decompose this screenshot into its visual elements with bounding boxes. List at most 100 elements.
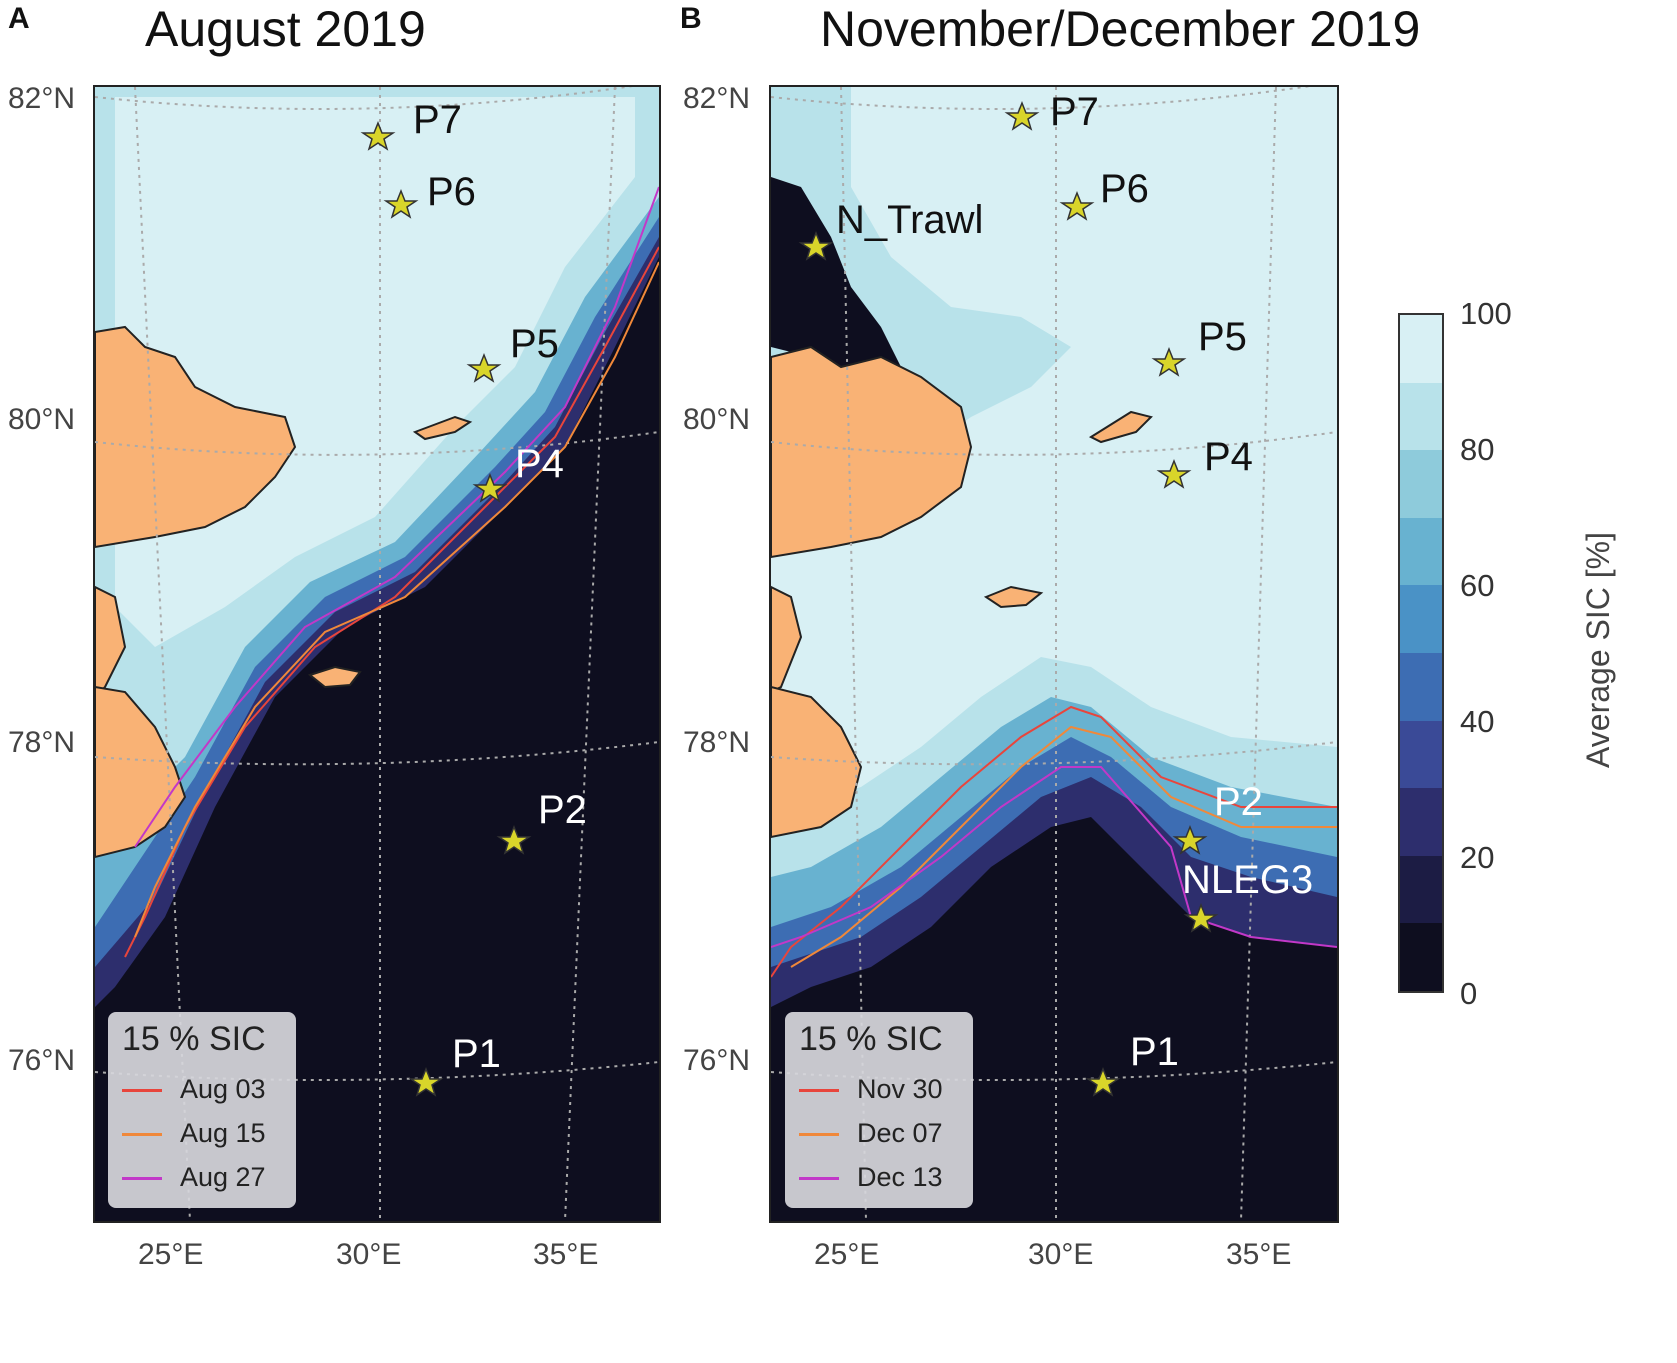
station-star-p1 [408,1066,444,1097]
colorbar-title: Average SIC [%] [1580,532,1616,768]
lon-label-30: 30°E [336,1238,402,1271]
contour-aug15 [134,261,659,938]
station-star-p4-b [1156,458,1192,489]
colorbar-band-7 [1400,720,1442,789]
legend-b-entry-3: Dec 13 [799,1162,943,1193]
ice-full-b [771,87,1337,807]
station-star-p6-b [1059,190,1095,221]
panel-a-letter: A [8,2,30,35]
lat-label-76-b: 76°N [683,1044,751,1077]
station-label-p7: P7 [413,98,462,142]
lon-label-25: 25°E [138,1238,204,1271]
lat-label-82: 82°N [8,82,76,115]
lat-label-80: 80°N [8,403,76,436]
land-svalbard-south [95,685,187,859]
legend-b-entry-2: Dec 07 [799,1118,943,1149]
station-star-p5 [466,352,502,383]
legend-b-title: 15 % SIC [799,1020,943,1058]
panel-a-title: August 2019 [145,1,426,57]
legend-a-entry-2: Aug 15 [122,1118,266,1149]
legend-b-entry-1-label: Nov 30 [857,1074,943,1104]
contour-dec13 [771,766,1337,948]
station-label-p6: P6 [427,170,476,214]
legend-a-entry-1: Aug 03 [122,1074,266,1105]
lon-label-25-b: 25°E [814,1238,880,1271]
lat-label-78: 78°N [8,726,76,759]
legend-a-title: 15 % SIC [122,1020,266,1058]
land-svalbard-b [771,345,973,559]
colorbar-band-4 [1400,517,1442,586]
station-label-p7-b: P7 [1050,90,1099,134]
stations-a [360,120,532,1097]
legend-a-entry-3-label: Aug 27 [180,1162,266,1192]
station-label-p5: P5 [510,322,559,366]
panel-b-title: November/December 2019 [820,1,1421,57]
legend-b-entry-1: Nov 30 [799,1074,943,1105]
map-b-canvas [771,87,1337,1221]
station-star-p2-b [1172,824,1208,855]
colorbar [1398,313,1444,993]
station-star-p7-b [1004,100,1040,131]
lat-label-78-b: 78°N [683,726,751,759]
ice-dark-nw [771,177,901,387]
colorbar-band-5 [1400,585,1442,653]
station-label-p2: P2 [538,788,587,832]
lon-label-30-b: 30°E [1028,1238,1094,1271]
legend-a: 15 % SIC Aug 03 Aug 15 Aug 27 [108,1012,296,1208]
legend-b-entry-2-label: Dec 07 [857,1118,943,1148]
station-star-p6 [383,188,419,219]
colorbar-band-8 [1400,788,1442,856]
lon-label-35: 35°E [533,1238,599,1271]
legend-b: 15 % SIC Nov 30 Dec 07 Dec 13 [785,1012,973,1208]
legend-swatch-orange [122,1133,162,1137]
lat-label-76: 76°N [8,1044,76,1077]
land-svalbard-mid-b [771,585,803,694]
contour-nov30 [771,705,1337,978]
lon-label-35-b: 35°E [1226,1238,1292,1271]
lat-label-80-b: 80°N [683,403,751,436]
colorbar-band-1 [1400,315,1442,383]
legend-swatch-orange-b [799,1133,839,1137]
colorbar-band-9 [1400,855,1442,924]
land-kong-karls [307,665,362,689]
station-star-nleg3 [1183,902,1219,933]
station-label-p4: P4 [515,442,564,486]
colorbar-tick-60: 60 [1460,568,1495,603]
land-svalbard-mid [95,585,127,699]
contour-aug27 [134,186,659,848]
colorbar-tick-40: 40 [1460,704,1495,739]
station-label-p2-b: P2 [1214,780,1263,824]
legend-swatch-magenta [122,1177,162,1181]
map-panel-b [769,85,1339,1223]
legend-swatch-red [122,1089,162,1093]
station-star-p2 [496,824,532,855]
panel-b-letter: B [680,2,702,35]
station-label-p6-b: P6 [1100,167,1149,211]
legend-b-entry-3-label: Dec 13 [857,1162,943,1192]
station-label-p5-b: P5 [1198,315,1247,359]
stations-b [798,100,1219,1097]
station-star-p5-b [1151,346,1187,377]
land-svalbard-south-b [771,685,863,839]
colorbar-band-2 [1400,382,1442,451]
station-star-p4 [472,472,508,503]
land-svalbard-north [95,325,297,549]
ice-full [115,97,635,647]
legend-swatch-red-b [799,1089,839,1093]
lat-label-82-b: 82°N [683,82,751,115]
land-kvitoya-b [1088,410,1153,444]
station-star-p7 [360,120,396,151]
station-star-ntrawl [798,230,834,261]
colorbar-band-3 [1400,450,1442,518]
station-label-p1-b: P1 [1130,1030,1179,1074]
contour-dec07 [790,725,1337,968]
legend-a-entry-1-label: Aug 03 [180,1074,266,1104]
station-star-p1-b [1085,1066,1121,1097]
legend-a-entry-2-label: Aug 15 [180,1118,266,1148]
colorbar-tick-100: 100 [1460,296,1512,331]
station-label-p4-b: P4 [1204,435,1253,479]
station-label-ntrawl: N_Trawl [836,198,984,242]
land-kong-karls-b [983,585,1044,609]
contour-aug03 [124,246,659,958]
legend-swatch-magenta-b [799,1177,839,1181]
